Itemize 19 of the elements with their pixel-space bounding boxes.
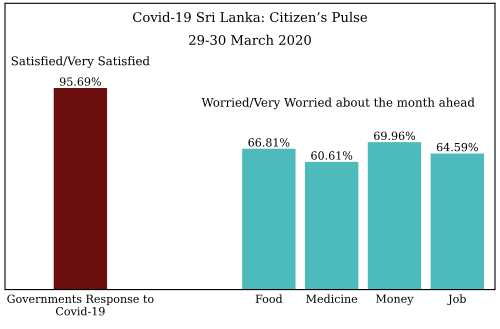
annotation: Satisfied/Very Satisfied	[12, 56, 150, 68]
x-tick-label: Medicine	[306, 294, 358, 303]
data-label: 95.69%	[60, 77, 101, 86]
x-tick-label: Food	[256, 294, 282, 303]
bar	[304, 162, 358, 290]
data-label: 69.96%	[374, 132, 416, 140]
bar	[54, 88, 108, 290]
data-label: 66.81%	[248, 138, 290, 147]
chart-title: Covid-19 Sri Lanka: Citizen’s Pulse	[133, 12, 368, 22]
x-tick-label: Money	[376, 294, 414, 306]
bar	[368, 142, 422, 290]
annotation: Worried/Very Worried about the month ahead	[202, 98, 475, 110]
data-label: 60.61%	[311, 151, 352, 160]
bar	[430, 153, 484, 290]
bar	[242, 148, 296, 290]
x-tick-label: Job	[447, 294, 466, 306]
data-label: 64.59%	[436, 142, 478, 152]
x-tick-label: Governments Response to Covid-19	[7, 294, 154, 316]
chart-subtitle: 29-30 March 2020	[189, 34, 311, 45]
